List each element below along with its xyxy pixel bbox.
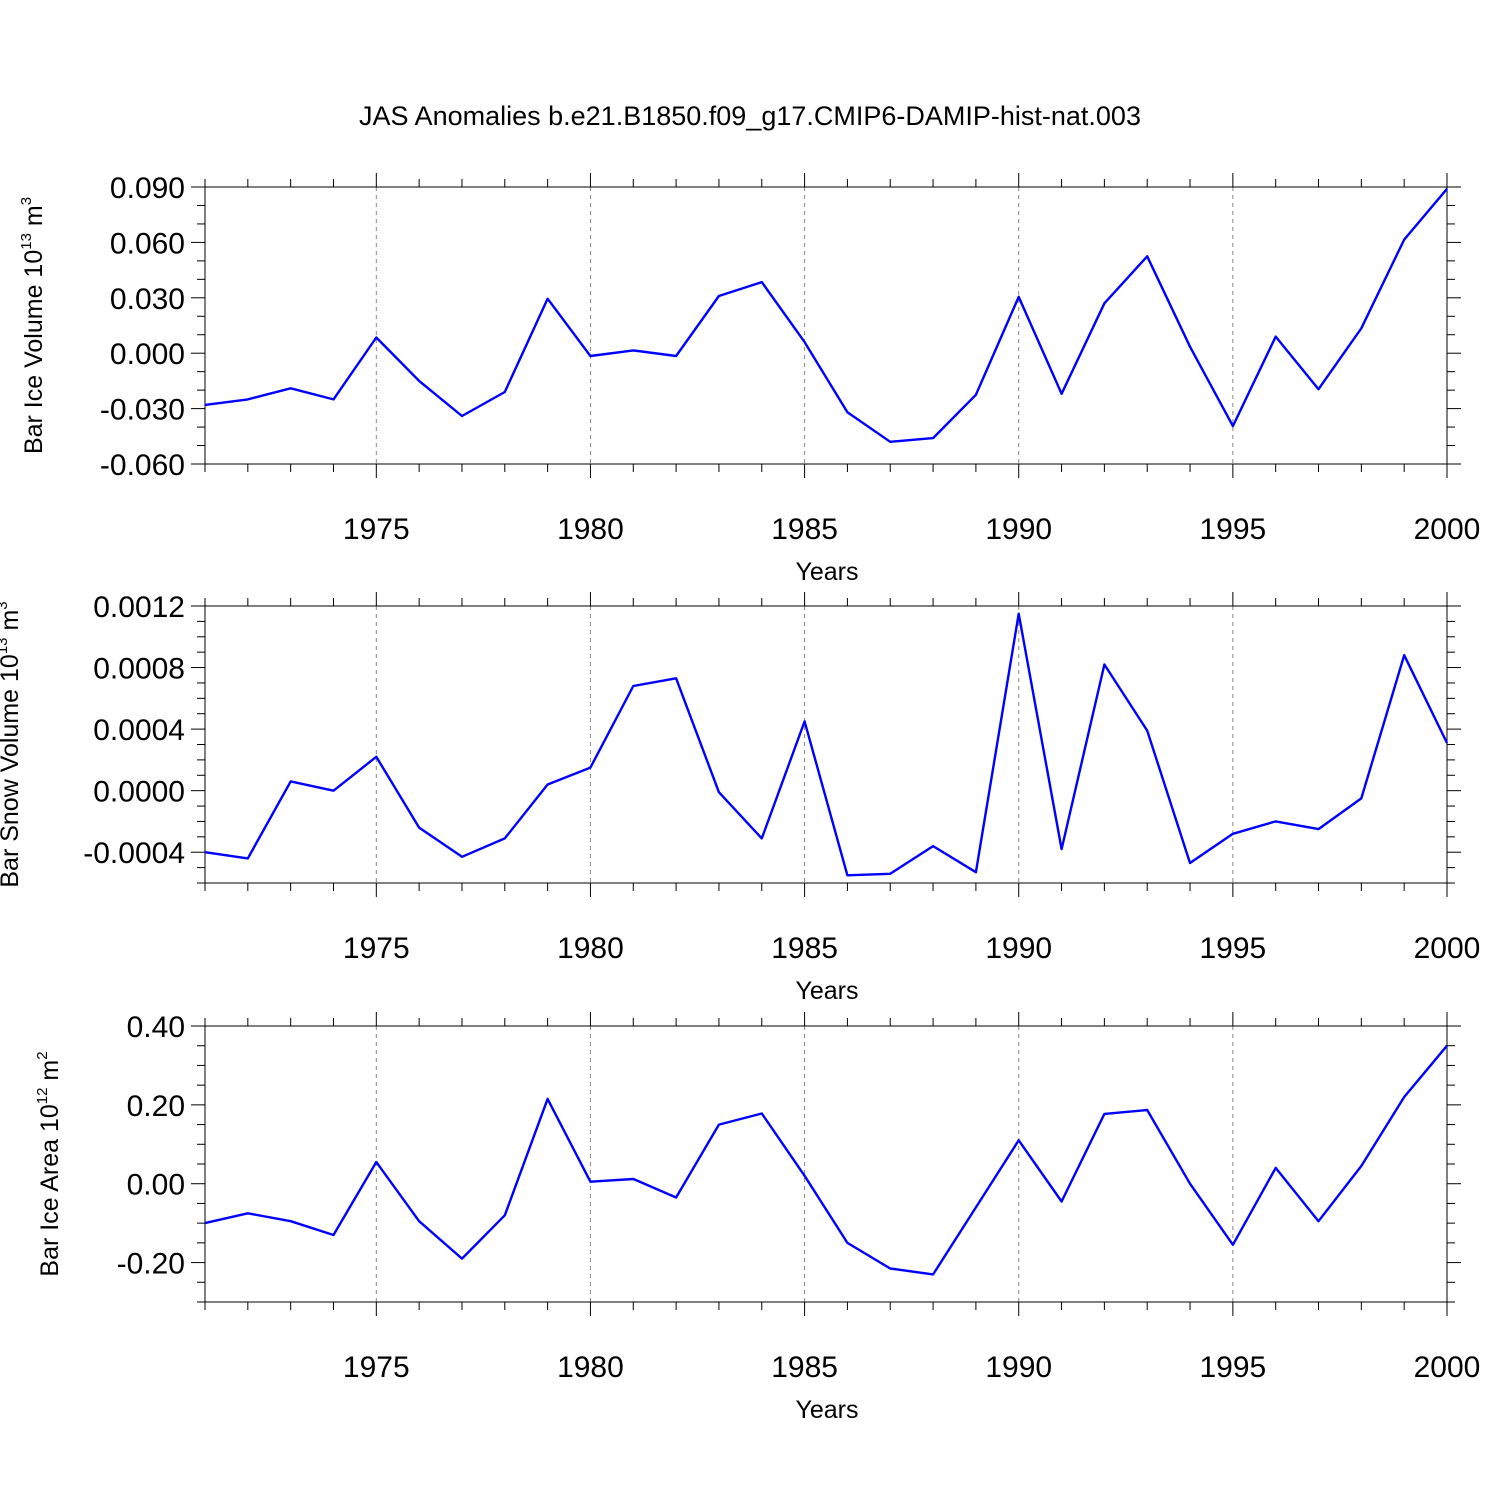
y-tick-label: -0.030 — [100, 394, 185, 427]
y-tick-label: 0.0012 — [93, 591, 185, 624]
y-axis-title: Bar Snow Volume 1013 m3 — [0, 601, 24, 887]
y-tick-label: -0.0004 — [83, 837, 185, 870]
series-line — [204, 188, 1448, 443]
x-axis-title: Years — [795, 977, 858, 1005]
chart-panel-2: -0.0004 0.0000 0.0004 0.0008 0.0012 1975 1980 1… — [0, 591, 1480, 1005]
x-axis-title: Years — [795, 1396, 858, 1424]
x-tick-label: 1975 — [343, 1351, 410, 1384]
x-tick-label: 2000 — [1414, 1351, 1481, 1384]
x-tick-label: 2000 — [1414, 932, 1481, 965]
x-tick-label: 1995 — [1199, 513, 1266, 546]
x-tick-label: 1990 — [985, 932, 1052, 965]
chart-panel-1: -0.060 -0.030 0.000 0.030 0.060 0.090 1975 1980… — [18, 172, 1480, 586]
plot-frame — [204, 186, 1448, 465]
y-tick-label: 0.0000 — [93, 776, 185, 809]
series-line — [204, 612, 1449, 877]
plot-frame — [204, 605, 1448, 884]
x-tick-label: 1995 — [1199, 932, 1266, 965]
y-tick-label: 0.090 — [110, 172, 185, 205]
x-tick-label: 1990 — [985, 1351, 1052, 1384]
x-axis-title: Years — [795, 558, 858, 586]
y-axis-title: Bar Ice Area 1012 m2 — [34, 1051, 64, 1276]
x-tick-label: 2000 — [1414, 513, 1481, 546]
y-tick-label: 0.20 — [127, 1090, 185, 1123]
x-tick-label: 1975 — [343, 513, 410, 546]
chart-panels: -0.060 -0.030 0.000 0.030 0.060 0.090 1975 1980… — [0, 172, 1480, 1424]
y-tick-label: 0.0004 — [93, 714, 185, 747]
series-line — [204, 1044, 1448, 1276]
y-tick-label: 0.00 — [127, 1169, 185, 1202]
x-tick-label: 1980 — [557, 932, 624, 965]
x-tick-label: 1985 — [771, 932, 838, 965]
y-axis-title: Bar Ice Volume 1013 m3 — [18, 197, 48, 454]
x-tick-label: 1985 — [771, 1351, 838, 1384]
y-tick-label: -0.060 — [100, 449, 185, 482]
x-tick-label: 1975 — [343, 932, 410, 965]
x-tick-label: 1995 — [1199, 1351, 1266, 1384]
x-tick-label: 1985 — [771, 513, 838, 546]
y-tick-label: 0.0008 — [93, 653, 185, 686]
y-tick-label: 0.030 — [110, 283, 185, 316]
y-tick-label: 0.000 — [110, 338, 185, 371]
y-tick-label: 0.060 — [110, 227, 185, 260]
chart-panel-3: -0.20 0.00 0.20 0.40 1975 1980 1985 1990 1995 200… — [34, 1011, 1480, 1424]
x-tick-label: 1980 — [557, 1351, 624, 1384]
plot-frame — [204, 1025, 1448, 1303]
x-tick-label: 1990 — [985, 513, 1052, 546]
y-tick-label: -0.20 — [117, 1248, 185, 1281]
y-tick-label: 0.40 — [127, 1011, 185, 1044]
x-tick-label: 1980 — [557, 513, 624, 546]
chart-title: JAS Anomalies b.e21.B1850.f09_g17.CMIP6-… — [359, 101, 1141, 131]
